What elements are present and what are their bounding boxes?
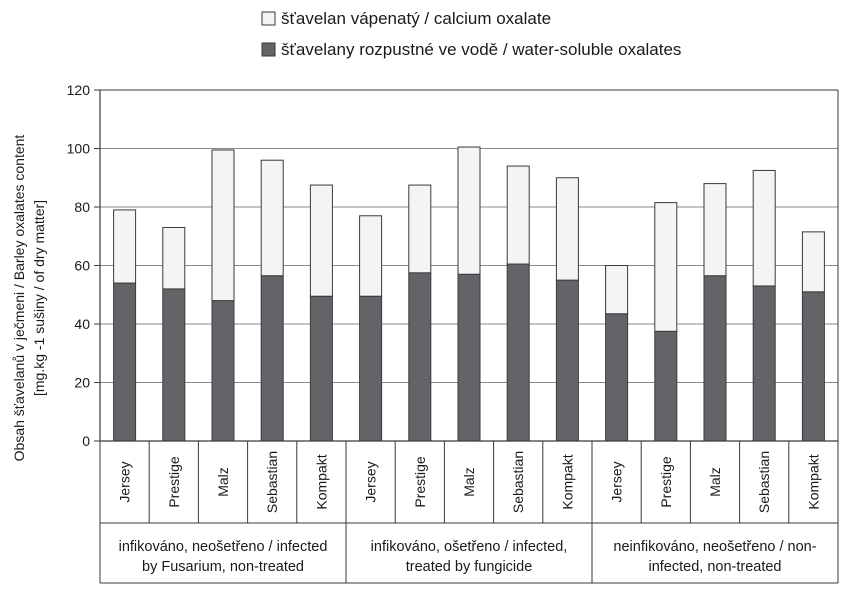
bar-segment-water-soluble — [752, 285, 776, 442]
group-label-line: treated by fungicide — [406, 559, 533, 575]
x-tick-label: Jersey — [363, 461, 379, 502]
y-tick-label: 100 — [67, 141, 91, 157]
bar-segment-calcium-oxalate — [703, 183, 727, 277]
bar-segment-calcium-oxalate — [752, 169, 776, 287]
bar-segment-calcium-oxalate — [408, 184, 432, 274]
bar-segment-calcium-oxalate — [506, 165, 530, 265]
x-tick-label: Sebastian — [756, 451, 772, 513]
y-tick-label: 40 — [74, 316, 90, 332]
y-axis-title-line: Obsah šťavelanů v ječmeni / Barley oxala… — [11, 135, 27, 462]
legend-label: šťavelan vápenatý / calcium oxalate — [281, 9, 551, 28]
bar-segment-calcium-oxalate — [457, 146, 481, 275]
bar-segment-calcium-oxalate — [113, 209, 137, 284]
x-tick-label: Sebastian — [264, 451, 280, 513]
bar-segment-water-soluble — [359, 295, 383, 442]
group-label-line: neinfikováno, neošetřeno / non- — [613, 539, 816, 555]
y-axis-title-line: [mg.kg -1 sušiny / of dry matter] — [31, 200, 47, 396]
y-tick-label: 80 — [74, 199, 90, 215]
bar-segment-water-soluble — [260, 275, 284, 442]
bars — [113, 146, 825, 442]
bar-segment-calcium-oxalate — [605, 265, 629, 315]
bar-segment-calcium-oxalate — [211, 149, 235, 302]
bar-segment-calcium-oxalate — [260, 159, 284, 277]
y-tick-label: 120 — [67, 82, 91, 98]
x-tick-label: Prestige — [658, 456, 674, 508]
x-tick-label: Jersey — [117, 461, 133, 502]
x-tick-label: Prestige — [412, 456, 428, 508]
x-tick-label: Malz — [707, 467, 723, 497]
x-tick-label: Kompakt — [559, 454, 575, 509]
bar-segment-water-soluble — [654, 330, 678, 442]
group-label-line: infected, non-treated — [648, 559, 781, 575]
legend: šťavelan vápenatý / calcium oxalate šťave… — [261, 9, 681, 59]
x-tick-label: Jersey — [609, 461, 625, 502]
bar-segment-calcium-oxalate — [801, 231, 825, 293]
bar-segment-water-soluble — [309, 295, 333, 442]
bar-segment-calcium-oxalate — [359, 215, 383, 297]
y-tick-label: 0 — [82, 433, 90, 449]
x-tick-label: Kompakt — [313, 454, 329, 509]
y-axis-ticks: 0 20 40 60 80 100 120 — [67, 82, 100, 449]
y-tick-label: 60 — [74, 258, 90, 274]
y-axis-label: Obsah šťavelanů v ječmeni / Barley oxala… — [11, 135, 47, 462]
bar-segment-water-soluble — [605, 313, 629, 442]
x-tick-label: Kompakt — [805, 454, 821, 509]
bar-segment-water-soluble — [457, 273, 481, 442]
bar-segment-calcium-oxalate — [555, 177, 579, 281]
legend-label: šťavelany rozpustné ve vodě / water-solu… — [281, 40, 681, 59]
bar-segment-calcium-oxalate — [162, 226, 186, 290]
bar-segment-water-soluble — [555, 279, 579, 442]
bar-segment-water-soluble — [211, 300, 235, 442]
bar-segment-water-soluble — [408, 272, 432, 442]
x-tick-label: Malz — [461, 467, 477, 497]
legend-swatch — [261, 11, 276, 26]
bar-segment-water-soluble — [703, 275, 727, 442]
x-tick-label: Sebastian — [510, 451, 526, 513]
bar-segment-water-soluble — [801, 291, 825, 442]
group-label-line: infikováno, neošetřeno / infected — [119, 539, 328, 555]
x-axis: Jersey Prestige Malz Sebastian Kompakt Jersey… — [99, 441, 839, 584]
group-label-line: by Fusarium, non-treated — [142, 559, 304, 575]
group-label-line: infikováno, ošetřeno / infected, — [371, 539, 568, 555]
bar-segment-calcium-oxalate — [309, 184, 333, 297]
bar-segment-water-soluble — [113, 282, 137, 442]
legend-swatch — [261, 42, 276, 57]
x-tick-label: Malz — [215, 467, 231, 497]
bar-segment-water-soluble — [506, 263, 530, 442]
y-tick-label: 20 — [74, 375, 90, 391]
bar-segment-water-soluble — [162, 288, 186, 442]
x-tick-label: Prestige — [166, 456, 182, 508]
bar-segment-calcium-oxalate — [654, 202, 678, 332]
